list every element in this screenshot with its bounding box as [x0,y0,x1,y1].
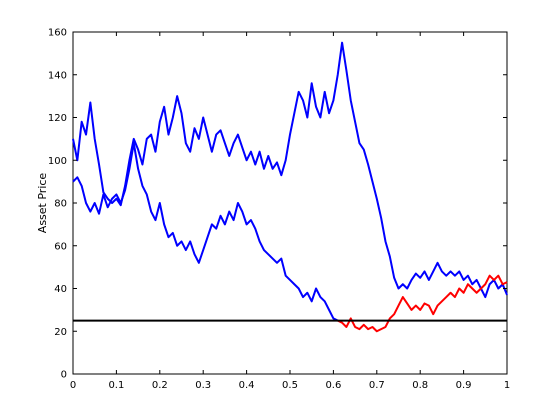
y-tick-label: 60 [54,241,67,252]
x-tick-label: 0.9 [456,380,472,391]
y-tick-label: 40 [54,284,67,295]
y-tick-label: 0 [61,370,67,381]
x-tick-label: 0.7 [369,380,385,391]
series-line-3 [337,274,508,333]
x-tick-label: 0.2 [152,380,168,391]
y-tick-label: 80 [54,199,67,210]
x-tick-label: 0.3 [195,380,211,391]
series-line-1 [72,41,508,299]
x-tick-label: 0.5 [282,380,298,391]
y-tick-label: 20 [54,327,67,338]
x-tick-label: 1 [504,380,510,391]
x-tick-label: 0 [70,380,76,391]
y-tick-label: 140 [48,70,67,81]
series-layer [72,41,508,333]
y-axis-label: Asset Price [36,173,49,234]
series-line-2 [72,142,339,322]
ticks-layer: 0 0.1 0.2 0.3 0.4 0.5 0.6 0.7 0.8 0.9 1 0 20 40 60 80 10… [48,28,510,392]
x-tick-label: 0.8 [412,380,428,391]
y-tick-label: 100 [48,156,67,167]
y-tick-label: 160 [48,28,67,39]
plot-area [72,31,508,375]
x-tick-label: 0.6 [325,380,341,391]
x-tick-label: 0.4 [239,380,255,391]
y-tick-label: 120 [48,113,67,124]
x-tick-label: 0.1 [108,380,124,391]
